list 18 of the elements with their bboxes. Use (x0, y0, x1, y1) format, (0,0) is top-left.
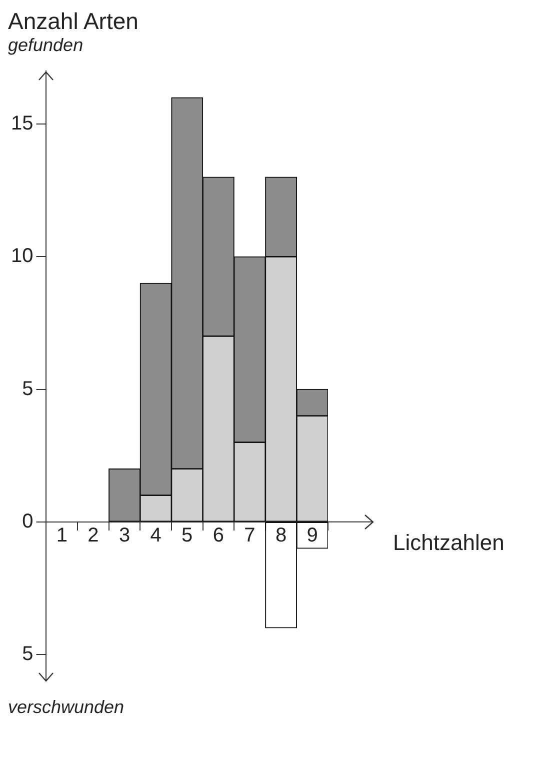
y-axis-title: gefunden (8, 34, 84, 56)
y-tick-label: 0 (22, 510, 34, 532)
x-tick-label: 9 (306, 524, 318, 546)
x-tick-label: 1 (56, 524, 68, 546)
y-tick-label: 10 (10, 245, 34, 268)
y-tick-label: 5 (22, 642, 34, 665)
text: verschwunden (8, 696, 126, 718)
x-tick-label: 8 (275, 524, 287, 546)
x-tick-label: 6 (212, 524, 224, 546)
x-tick-label: 5 (182, 524, 193, 546)
x-tick-label: 4 (150, 524, 162, 546)
x-tick-label: 7 (244, 524, 256, 546)
x-axis-title: Lichtzahlen (393, 530, 504, 555)
y-tick-label: 5 (22, 378, 34, 400)
x-tick-label: 2 (88, 524, 99, 546)
chart-title: Anzahl Arten (8, 8, 140, 34)
x-tick-label: 3 (118, 524, 130, 546)
y-tick-label: 15 (10, 112, 34, 135)
